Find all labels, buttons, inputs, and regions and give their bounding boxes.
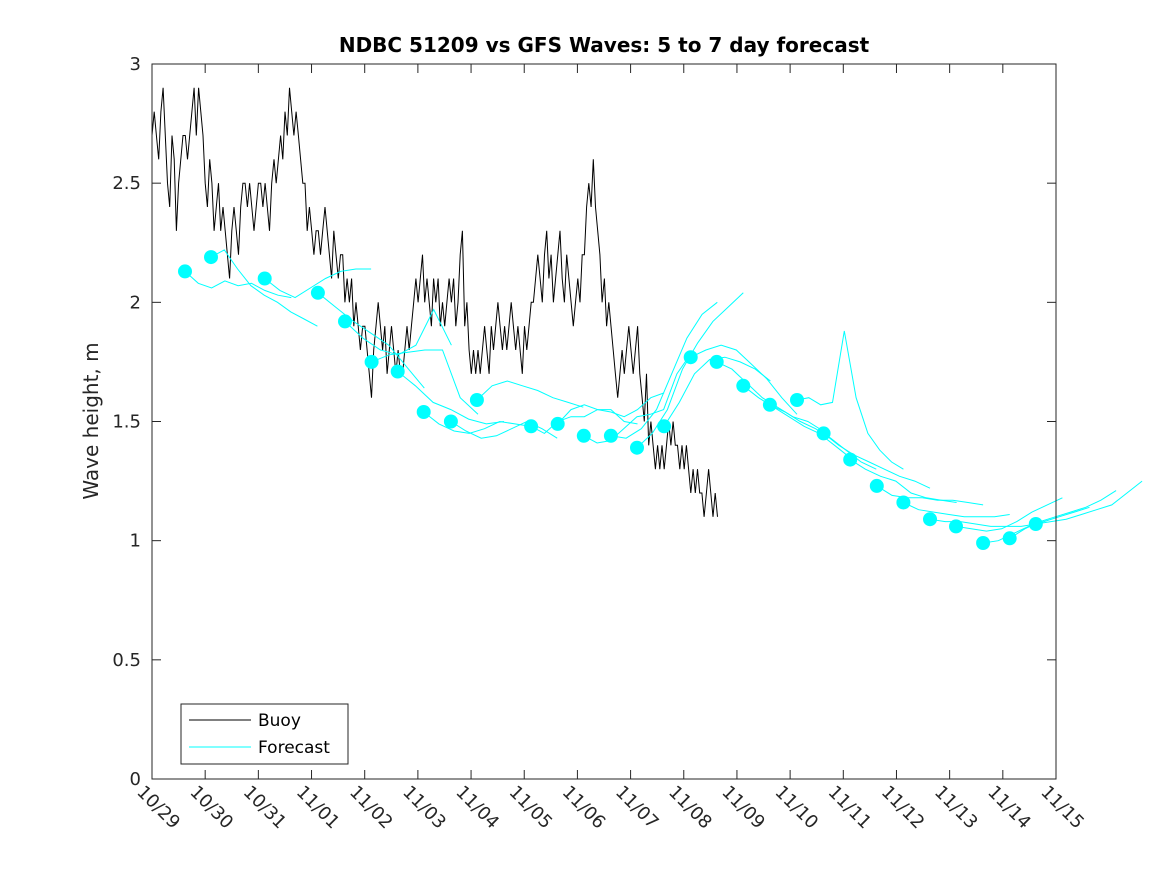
legend-buoy-label: Buoy: [258, 711, 301, 731]
forecast-point: [524, 419, 539, 434]
forecast-line: [955, 497, 1063, 532]
forecast-point: [338, 314, 352, 329]
forecast-point: [790, 393, 804, 407]
y-tick-label: 0.5: [112, 650, 141, 671]
forecast-line: [450, 420, 558, 439]
legend: Buoy Forecast: [180, 703, 349, 765]
y-tick-label: 2: [130, 292, 141, 313]
forecast-point: [204, 250, 218, 265]
forecast-line: [397, 371, 505, 425]
forecast-point: [762, 397, 777, 412]
chart-title: NDBC 51209 vs GFS Waves: 5 to 7 day fore…: [339, 33, 870, 57]
forecast-point: [550, 416, 565, 431]
forecast-point: [843, 452, 858, 467]
forecast-line: [184, 271, 292, 299]
forecast-line: [583, 354, 691, 444]
forecast-point: [923, 512, 937, 527]
forecast-line: [742, 385, 851, 458]
forecast-line: [1009, 490, 1117, 539]
forecast-line: [690, 344, 798, 415]
forecast-point: [869, 478, 884, 493]
forecast-line: [344, 308, 452, 356]
y-axis-label: Wave height, m: [79, 342, 103, 499]
forecast-point: [709, 354, 724, 369]
y-tick-label: 1.5: [112, 412, 141, 433]
forecast-line: [317, 292, 425, 389]
forecast-point: [683, 350, 698, 365]
forecast-line: [210, 249, 318, 327]
forecast-point: [310, 285, 325, 300]
axis-ticks: [151, 63, 1057, 780]
axes-background: [152, 64, 1056, 779]
forecast-point: [416, 405, 431, 419]
forecast-line: [796, 330, 904, 470]
forecast-point: [178, 264, 192, 279]
forecast-line: [929, 518, 1037, 527]
forecast-point: [657, 419, 672, 434]
forecast-point: [816, 426, 831, 441]
forecast-point: [603, 428, 618, 443]
legend-box: [180, 703, 349, 765]
forecast-line: [876, 485, 984, 506]
buoy-line: [151, 87, 718, 517]
forecast-point: [736, 378, 751, 393]
forecast-point: [576, 428, 591, 443]
y-tick-labels: 0 0.5 1 1.5 2 2.5 3: [112, 54, 141, 790]
forecast-point: [896, 495, 911, 510]
forecast-line: [423, 411, 531, 434]
forecast-line: [371, 349, 479, 415]
forecast-line: [903, 502, 1010, 518]
buoy-series: [151, 87, 718, 517]
forecast-series: [184, 249, 1143, 544]
forecast-line: [264, 268, 372, 299]
forecast-point: [469, 393, 484, 407]
forecast-line: [610, 301, 718, 439]
forecast-day5-points: [178, 250, 1043, 550]
forecast-point: [257, 271, 272, 286]
forecast-point: [364, 354, 379, 369]
forecast-line: [823, 433, 931, 489]
forecast-point: [630, 440, 644, 455]
y-tick-label: 3: [130, 54, 141, 75]
forecast-point: [949, 519, 963, 534]
forecast-line: [557, 392, 665, 425]
legend-forecast-label: Forecast: [258, 738, 330, 758]
plot-area: [151, 63, 1143, 780]
forecast-line: [476, 380, 584, 408]
forecast-point: [390, 364, 405, 379]
forecast-point: [1002, 531, 1017, 546]
forecast-point: [1028, 517, 1043, 531]
forecast-line: [530, 409, 638, 435]
y-tick-label: 1: [130, 531, 141, 552]
forecast-line: [1035, 480, 1143, 525]
y-tick-label: 2.5: [112, 173, 141, 194]
forecast-point: [443, 414, 458, 429]
forecast-point: [976, 536, 991, 550]
y-tick-label: 0: [130, 769, 141, 790]
